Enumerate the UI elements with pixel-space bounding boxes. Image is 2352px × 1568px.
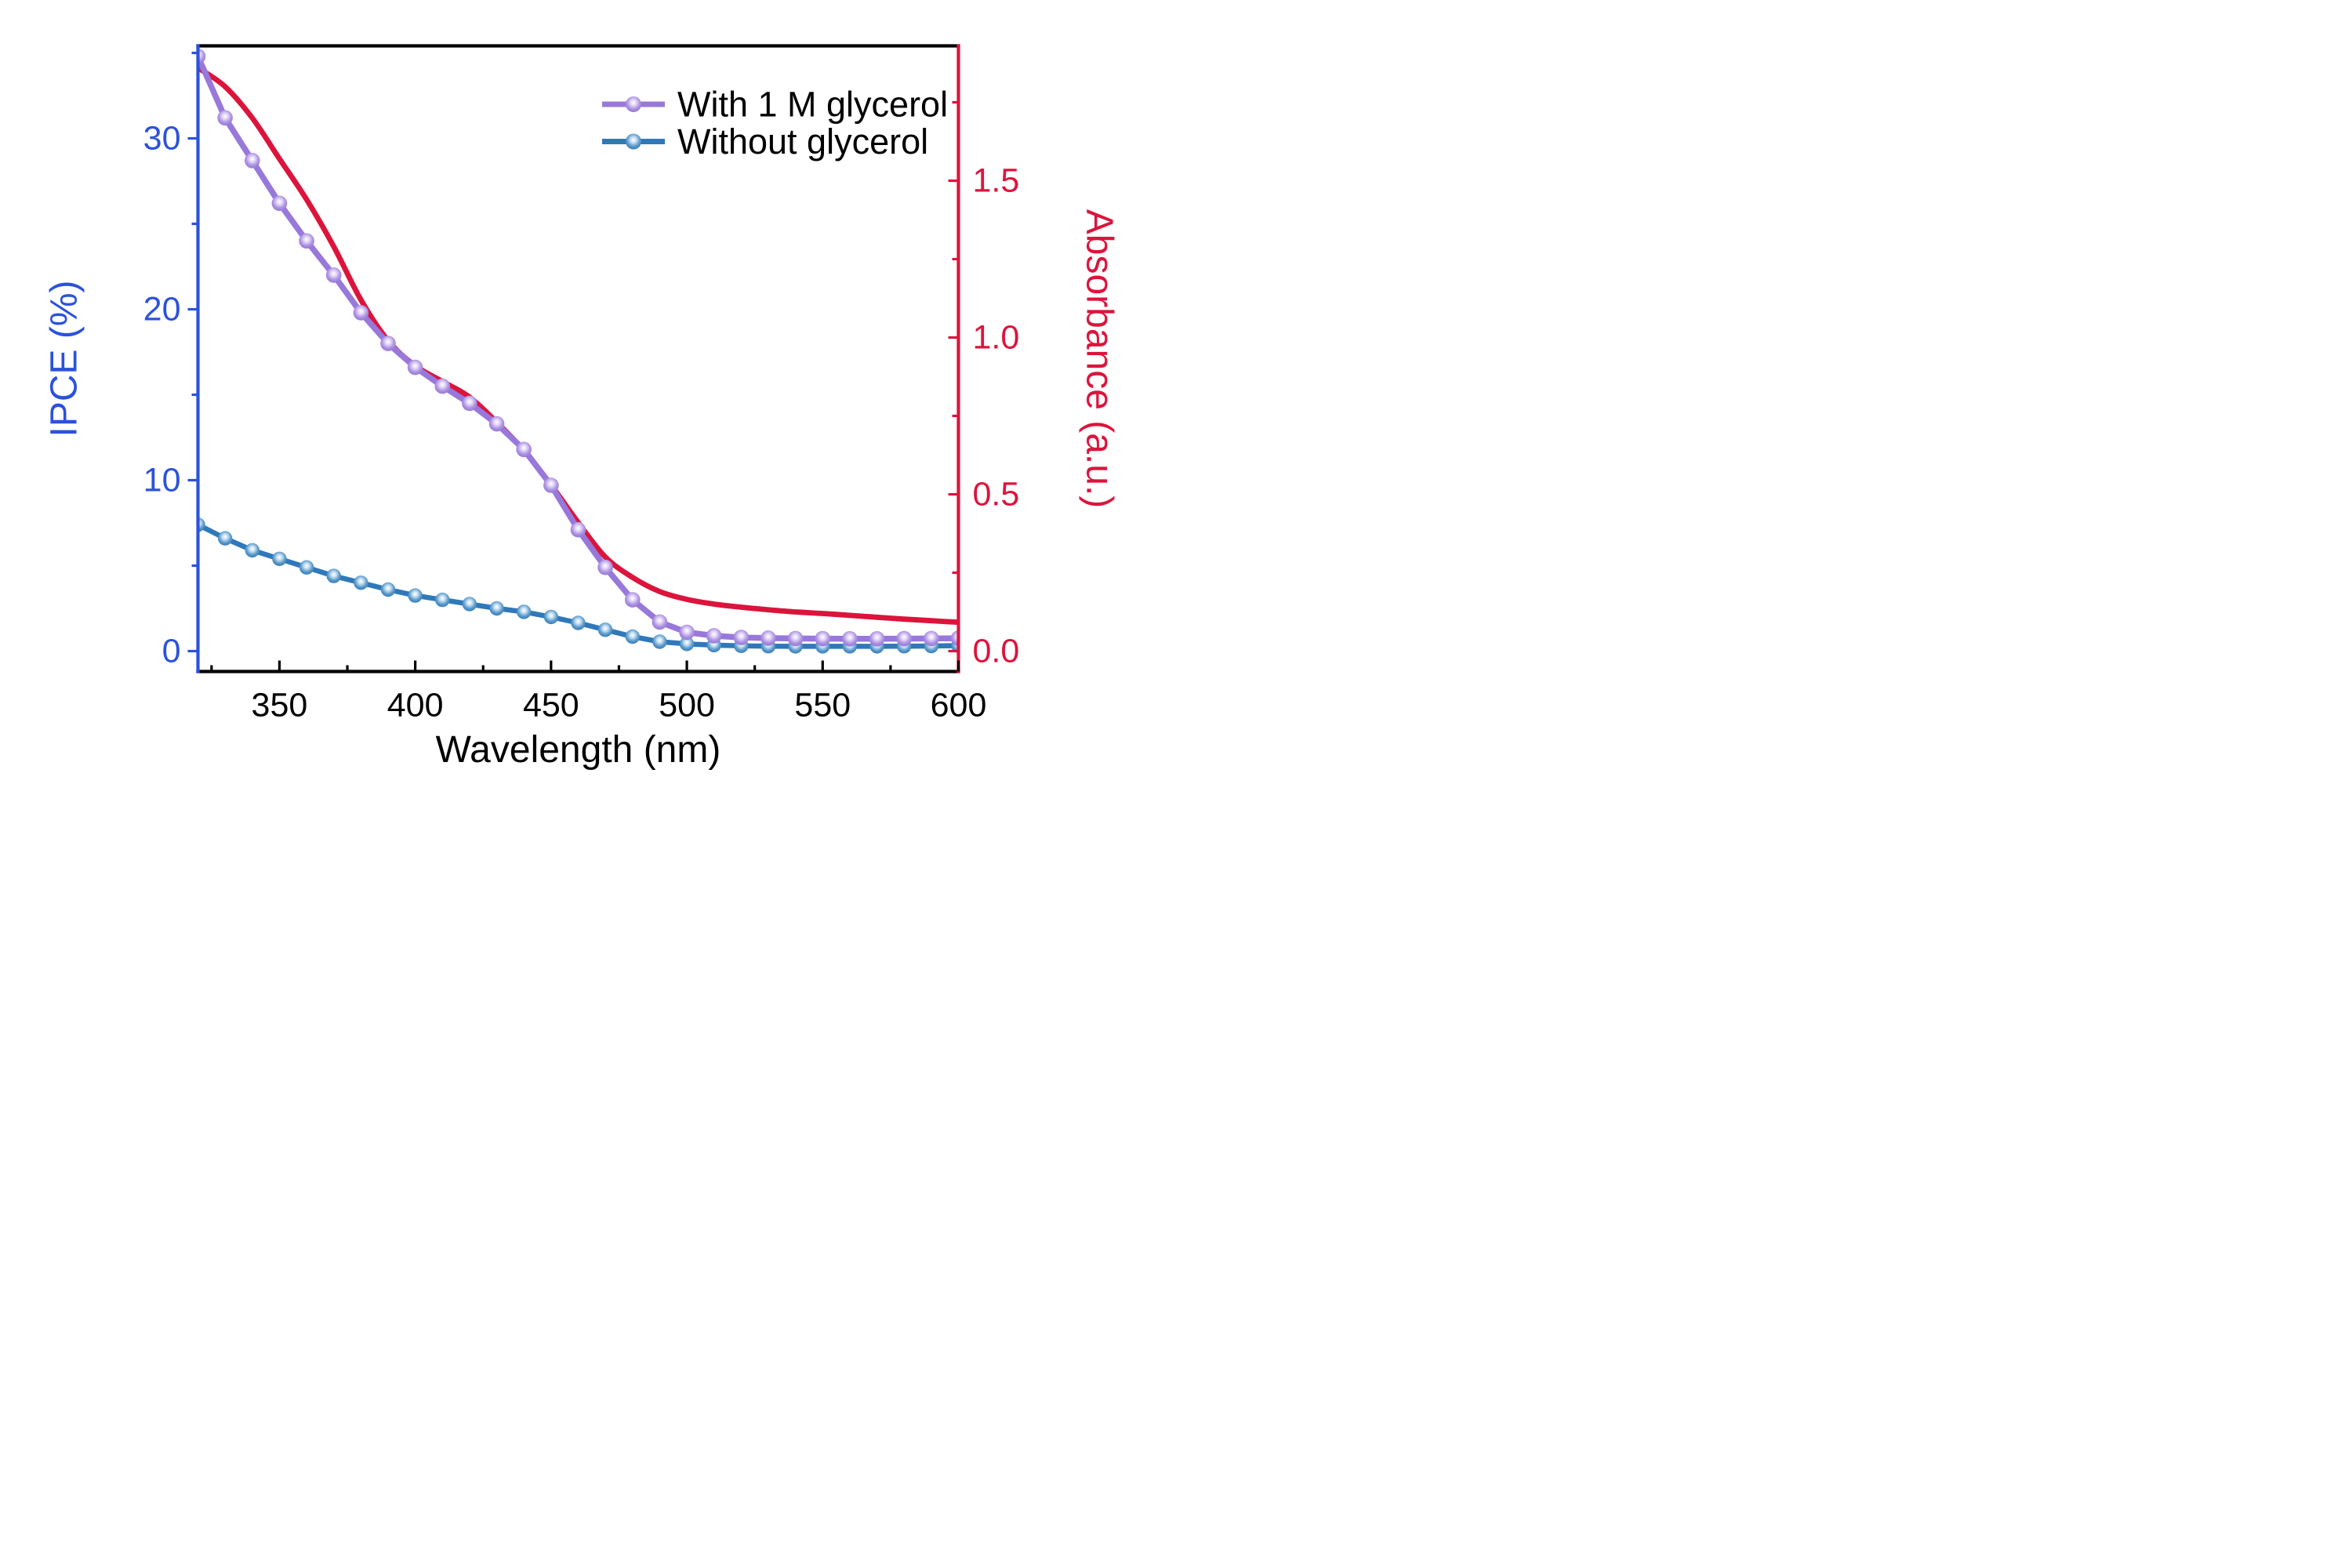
x-tick-label: 350 (252, 687, 308, 724)
data-point-marker (462, 597, 477, 612)
data-point-marker (625, 629, 640, 644)
data-point-marker (760, 630, 776, 646)
data-point-marker (299, 233, 314, 249)
data-point-marker (815, 630, 831, 647)
data-point-marker (326, 568, 341, 583)
right-axis-ticks: 0.0 0.5 1.0 1.5 (948, 100, 1020, 670)
data-point-marker (489, 601, 504, 616)
data-point-marker (353, 305, 369, 321)
data-point-marker (407, 359, 423, 376)
y-right-tick-label: 0.5 (973, 476, 1020, 514)
data-point-marker (217, 531, 233, 546)
figure-canvas: 0 10 20 30 0.0 0.5 1.0 1.5 350 400 450 500 550 600 Wav… (0, 0, 1176, 784)
legend-item: Without glycerol (602, 122, 928, 162)
legend-marker-sample (626, 133, 641, 150)
y-right-tick-label: 0.0 (973, 633, 1020, 670)
data-point-marker (869, 631, 885, 647)
data-point-marker (517, 604, 532, 619)
y-left-tick-label: 10 (143, 462, 181, 499)
data-point-marker (652, 634, 667, 649)
plot-frame (196, 44, 960, 673)
data-point-marker (597, 559, 613, 575)
data-point-marker (543, 477, 559, 493)
data-point-marker (679, 624, 695, 641)
data-point-marker (380, 582, 396, 597)
ipce-absorbance-chart: 0 10 20 30 0.0 0.5 1.0 1.5 350 400 450 500 550 600 Wav… (44, 44, 1120, 771)
data-point-marker (896, 630, 912, 647)
data-point-marker (380, 336, 396, 351)
x-axis-title: Wavelength (nm) (436, 729, 721, 771)
y-left-tick-label: 0 (162, 633, 181, 670)
y-right-tick-label: 1.0 (973, 319, 1020, 357)
x-tick-label: 450 (523, 687, 579, 724)
data-point-marker (408, 588, 423, 603)
y-left-tick-label: 20 (143, 291, 181, 328)
plot-area (198, 49, 959, 654)
x-tick-label: 400 (387, 687, 444, 724)
y-right-axis-title: Absorbance (a.u.) (1079, 209, 1120, 509)
data-point-marker (245, 153, 260, 169)
data-point-marker (924, 630, 939, 647)
data-point-marker (354, 575, 368, 590)
data-point-marker (597, 622, 613, 637)
data-point-marker (571, 615, 586, 630)
y-left-axis-title: IPCE (%) (44, 280, 85, 437)
x-axis-ticks: 350 400 450 500 550 600 (210, 660, 987, 724)
data-point-marker (733, 630, 750, 645)
data-point-marker (198, 49, 206, 64)
data-point-marker (706, 628, 722, 644)
data-point-marker (271, 195, 288, 212)
data-point-marker (516, 441, 532, 458)
data-point-marker (842, 631, 858, 647)
data-point-marker (217, 110, 233, 126)
series-with-glycerol (198, 49, 959, 647)
legend-label: Without glycerol (677, 122, 928, 162)
left-axis-ticks: 0 10 20 30 (143, 51, 198, 670)
data-point-marker (435, 592, 450, 608)
x-tick-label: 500 (659, 687, 715, 724)
data-point-marker (787, 630, 804, 647)
legend-label: With 1 M glycerol (677, 85, 948, 125)
data-point-marker (652, 614, 668, 630)
data-point-marker (543, 609, 559, 625)
data-point-marker (950, 630, 959, 646)
data-point-marker (198, 517, 205, 532)
legend-item: With 1 M glycerol (602, 85, 948, 125)
y-left-tick-label: 30 (143, 120, 181, 158)
x-tick-label: 600 (931, 687, 987, 724)
data-point-marker (570, 521, 586, 538)
data-point-marker (272, 551, 287, 566)
data-point-marker (488, 416, 505, 432)
data-point-marker (434, 378, 451, 394)
data-point-marker (245, 543, 260, 558)
y-right-tick-label: 1.5 (973, 162, 1020, 200)
x-tick-label: 550 (794, 687, 851, 724)
data-point-marker (625, 592, 641, 608)
data-point-marker (679, 637, 695, 652)
legend-marker-sample (626, 96, 641, 112)
data-point-marker (325, 267, 342, 283)
data-point-marker (462, 395, 477, 412)
data-point-marker (299, 560, 314, 575)
